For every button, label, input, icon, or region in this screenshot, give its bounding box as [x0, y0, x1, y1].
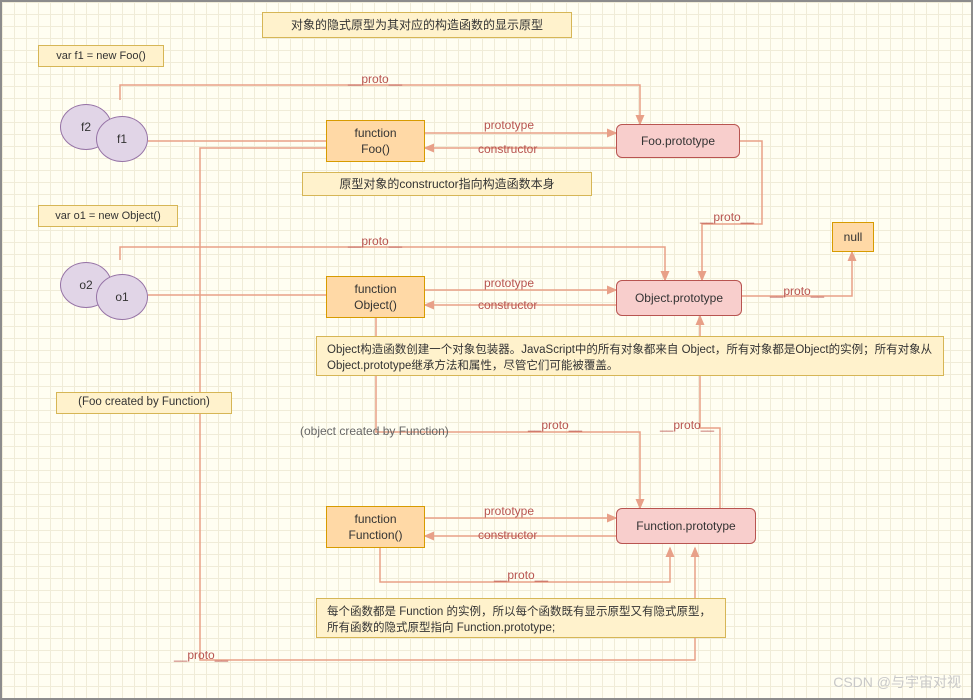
label-prototype-2: prototype	[484, 276, 534, 290]
label-proto-4: __proto__	[528, 418, 582, 432]
label-prototype-3: prototype	[484, 504, 534, 518]
label-proto-7: __proto__	[174, 648, 228, 662]
code-o1-box: var o1 = new Object()	[38, 205, 178, 227]
title-box: 对象的隐式原型为其对应的构造函数的显示原型	[262, 12, 572, 38]
null-box: null	[832, 222, 874, 252]
function-note: 每个函数都是 Function 的实例，所以每个函数既有显示原型又有隐式原型，所…	[316, 598, 726, 638]
foo-prototype-box: Foo.prototype	[616, 124, 740, 158]
constructor-note: 原型对象的constructor指向构造函数本身	[302, 172, 592, 196]
instance-f1: f1	[96, 116, 148, 162]
function-prototype-box: Function.prototype	[616, 508, 756, 544]
object-note: Object构造函数创建一个对象包装器。JavaScript中的所有对象都来自 …	[316, 336, 944, 376]
function-foo-box: function Foo()	[326, 120, 425, 162]
label-proto-2: __proto__	[700, 210, 754, 224]
label-prototype-1: prototype	[484, 118, 534, 132]
object-created-note: (object created by Function)	[300, 424, 449, 438]
function-function-box: function Function()	[326, 506, 425, 548]
label-proto-null: __proto__	[770, 284, 824, 298]
label-constructor-1: constructor	[478, 142, 537, 156]
object-prototype-box: Object.prototype	[616, 280, 742, 316]
instance-o1: o1	[96, 274, 148, 320]
watermark: CSDN @与宇宙对视	[833, 672, 961, 692]
label-proto-3: __proto__	[348, 234, 402, 248]
label-constructor-3: constructor	[478, 528, 537, 542]
function-object-box: function Object()	[326, 276, 425, 318]
label-proto-5: __proto__	[660, 418, 714, 432]
label-proto-1: __proto__	[348, 72, 402, 86]
label-constructor-2: constructor	[478, 298, 537, 312]
code-f1-box: var f1 = new Foo()	[38, 45, 164, 67]
label-proto-6: __proto__	[494, 568, 548, 582]
foo-created-note: (Foo created by Function)	[56, 392, 232, 414]
